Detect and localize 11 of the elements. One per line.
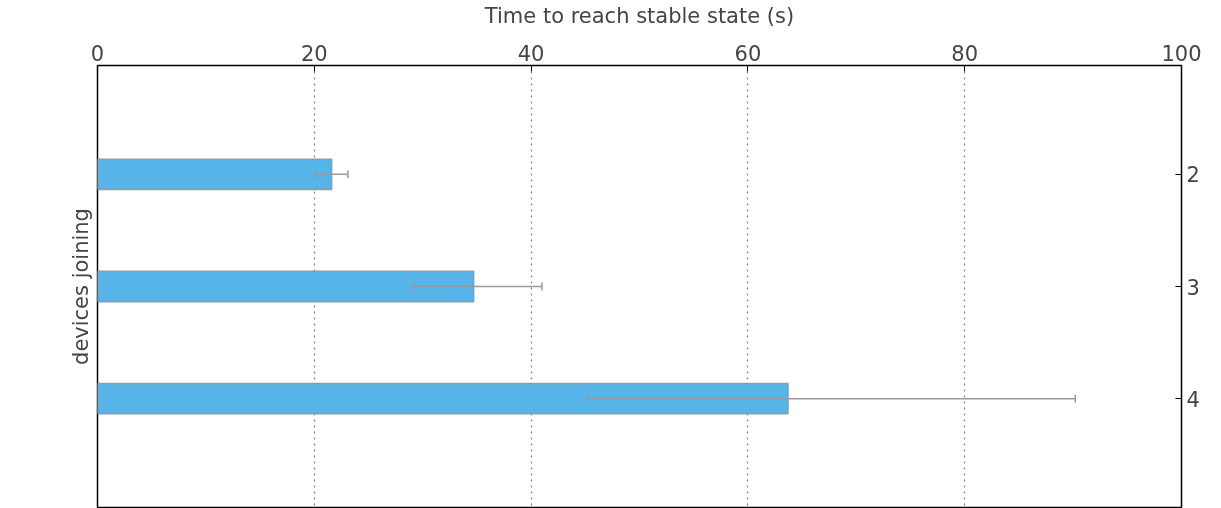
x-tick-label: 20 [300,41,328,66]
y-axis-title: devices joining [68,208,93,365]
x-tick-label: 40 [517,41,545,66]
x-tick-label: 60 [734,41,762,66]
x-axis-title: Time to reach stable state (s) [483,3,795,28]
y-tick-label: 4 [1186,387,1200,412]
x-tick-label: 100 [1161,41,1202,66]
x-tick-label: 0 [90,41,105,66]
x-tick-label: 80 [951,41,979,66]
y-tick-label: 3 [1186,275,1200,300]
y-tick-label: 2 [1186,163,1200,188]
